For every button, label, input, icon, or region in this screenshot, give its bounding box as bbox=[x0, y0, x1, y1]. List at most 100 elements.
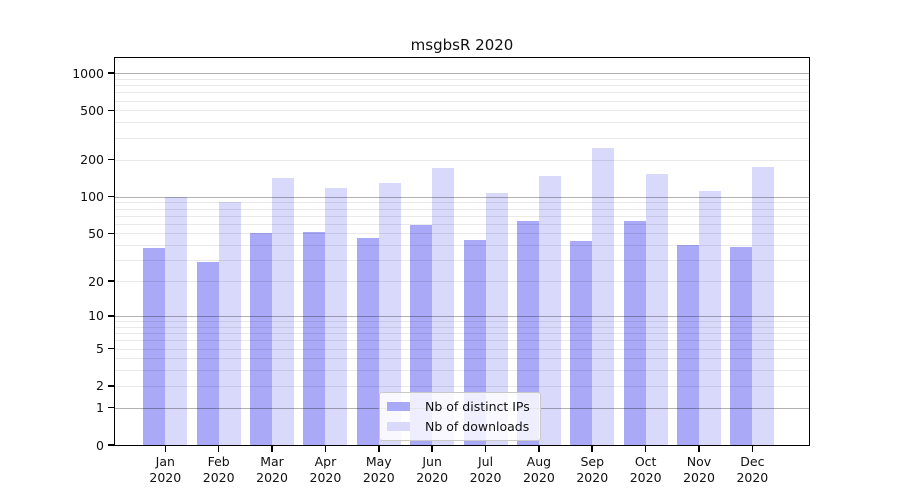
x-tick-aug bbox=[538, 446, 540, 452]
x-tick-label-nov: Nov 2020 bbox=[669, 454, 729, 485]
legend-item-downloads: Nb of downloads bbox=[387, 419, 530, 434]
y-tick-5 bbox=[108, 347, 115, 350]
y-tick-100 bbox=[108, 195, 115, 198]
x-label-year: 2020 bbox=[736, 469, 769, 485]
x-label-month: May bbox=[365, 454, 392, 469]
y-tick-20 bbox=[108, 280, 115, 282]
x-label-year: 2020 bbox=[256, 469, 288, 485]
x-tick-feb bbox=[217, 446, 220, 452]
x-label-month: Mar bbox=[260, 454, 284, 469]
x-label-month: Dec bbox=[740, 454, 765, 469]
x-label-year: 2020 bbox=[683, 469, 715, 485]
y-tick-label-0: 0 bbox=[96, 437, 104, 453]
bar-ips-mar bbox=[250, 233, 273, 445]
bar-downloads-oct bbox=[645, 174, 668, 445]
bar-downloads-nov bbox=[699, 190, 721, 445]
y-tick-label-1: 1 bbox=[96, 400, 104, 416]
x-tick-label-aug: Aug 2020 bbox=[509, 454, 569, 485]
y-tick-label-10: 10 bbox=[88, 308, 104, 324]
x-tick-label-mar: Mar 2020 bbox=[242, 454, 302, 485]
y-tick-0 bbox=[108, 444, 115, 446]
bar-downloads-sep bbox=[592, 148, 615, 445]
x-label-month: Aug bbox=[526, 454, 552, 469]
bar-ips-may bbox=[356, 237, 379, 445]
x-label-month: Nov bbox=[686, 454, 712, 469]
x-tick-mar bbox=[271, 446, 273, 452]
legend-label-distinct-ips: Nb of distinct IPs bbox=[425, 399, 530, 414]
x-label-month: Sep bbox=[580, 454, 605, 469]
chart-title: msgbsR 2020 bbox=[410, 36, 514, 54]
x-label-month: Apr bbox=[314, 454, 337, 469]
bar-downloads-feb bbox=[218, 201, 241, 445]
x-tick-oct bbox=[644, 446, 647, 452]
x-tick-label-jun: Jun 2020 bbox=[402, 454, 462, 485]
y-tick-label-50: 50 bbox=[88, 225, 104, 241]
x-label-year: 2020 bbox=[522, 469, 555, 485]
bar-downloads-dec bbox=[752, 166, 775, 445]
bar-downloads-may bbox=[378, 183, 401, 445]
x-label-year: 2020 bbox=[629, 469, 662, 485]
y-tick-500 bbox=[108, 109, 115, 112]
x-tick-label-oct: Oct 2020 bbox=[616, 454, 676, 485]
plot-area bbox=[115, 58, 809, 445]
x-label-year: 2020 bbox=[362, 469, 395, 485]
x-label-year: 2020 bbox=[202, 469, 235, 485]
y-tick-1000 bbox=[108, 72, 115, 75]
y-tick-label-5: 5 bbox=[96, 341, 104, 357]
x-label-month: Jul bbox=[477, 454, 494, 469]
y-tick-label-20: 20 bbox=[88, 273, 104, 289]
y-tick-label-500: 500 bbox=[80, 102, 104, 118]
x-tick-nov bbox=[698, 446, 700, 452]
legend-swatch-distinct-ips bbox=[387, 402, 410, 411]
bar-ips-dec bbox=[730, 246, 753, 445]
bar-downloads-jul bbox=[485, 193, 508, 445]
bars-layer bbox=[115, 58, 809, 445]
legend: Nb of distinct IPs Nb of downloads bbox=[379, 392, 541, 441]
x-tick-label-jul: Jul 2020 bbox=[456, 454, 516, 485]
y-tick-50 bbox=[108, 232, 115, 235]
bar-ips-aug bbox=[516, 221, 539, 445]
bar-ips-apr bbox=[303, 232, 326, 445]
bar-ips-sep bbox=[570, 241, 593, 445]
legend-item-distinct-ips: Nb of distinct IPs bbox=[387, 399, 530, 414]
x-label-year: 2020 bbox=[416, 469, 449, 485]
bar-downloads-jan bbox=[165, 196, 188, 445]
x-tick-may bbox=[377, 446, 380, 452]
bar-downloads-mar bbox=[272, 177, 295, 445]
y-tick-label-200: 200 bbox=[80, 152, 104, 168]
x-tick-label-dec: Dec 2020 bbox=[722, 454, 782, 485]
legend-swatch-downloads bbox=[387, 422, 410, 431]
bar-ips-jun bbox=[410, 224, 433, 445]
y-tick-2 bbox=[108, 385, 115, 387]
bar-ips-nov bbox=[677, 245, 699, 445]
x-tick-label-jan: Jan 2020 bbox=[135, 454, 195, 485]
x-label-month: Jan bbox=[155, 454, 175, 469]
y-tick-label-1000: 1000 bbox=[72, 65, 104, 81]
bar-ips-oct bbox=[623, 221, 646, 445]
y-tick-200 bbox=[108, 158, 115, 161]
x-tick-label-may: May 2020 bbox=[349, 454, 409, 485]
x-tick-jul bbox=[484, 446, 487, 452]
x-label-year: 2020 bbox=[576, 469, 609, 485]
x-tick-label-sep: Sep 2020 bbox=[562, 454, 622, 485]
bar-downloads-apr bbox=[325, 187, 348, 445]
x-label-year: 2020 bbox=[469, 469, 502, 485]
x-tick-label-feb: Feb 2020 bbox=[189, 454, 249, 485]
bar-ips-jan bbox=[143, 247, 166, 445]
x-tick-jun bbox=[431, 446, 433, 452]
x-tick-apr bbox=[324, 446, 327, 452]
bar-downloads-aug bbox=[538, 175, 561, 445]
x-tick-dec bbox=[751, 446, 754, 452]
x-tick-jan bbox=[164, 446, 167, 452]
bar-ips-feb bbox=[196, 261, 219, 445]
y-tick-label-100: 100 bbox=[80, 189, 104, 205]
x-label-month: Feb bbox=[207, 454, 230, 469]
x-tick-label-apr: Apr 2020 bbox=[295, 454, 355, 485]
y-tick-1 bbox=[108, 406, 115, 409]
x-tick-sep bbox=[591, 446, 594, 452]
y-tick-10 bbox=[108, 315, 115, 317]
x-label-year: 2020 bbox=[149, 469, 182, 485]
y-tick-label-2: 2 bbox=[96, 378, 104, 394]
x-label-year: 2020 bbox=[309, 469, 342, 485]
